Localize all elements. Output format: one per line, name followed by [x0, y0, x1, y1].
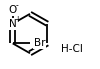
Text: -: -: [16, 1, 19, 10]
Text: +: +: [14, 15, 20, 24]
Text: Br: Br: [34, 38, 45, 48]
Text: O: O: [9, 5, 17, 15]
Text: H-Cl: H-Cl: [61, 44, 83, 54]
Text: N: N: [9, 19, 17, 29]
